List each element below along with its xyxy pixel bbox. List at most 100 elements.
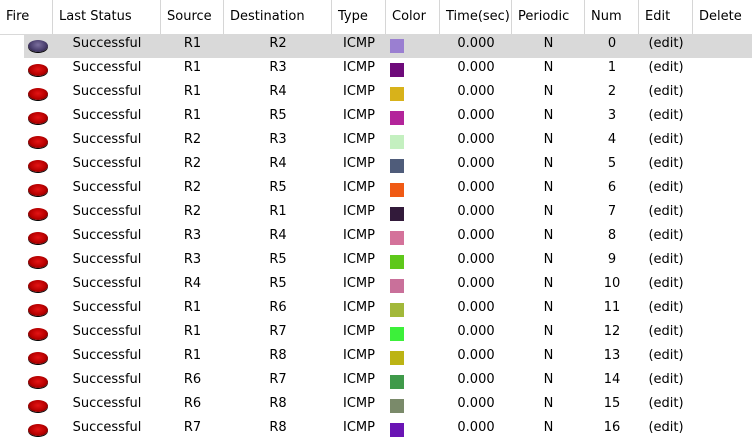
fire-button-icon[interactable] [28, 40, 48, 52]
cell-time: 0.000 [457, 420, 495, 435]
fire-button-icon[interactable] [28, 88, 48, 100]
cell-edit-link[interactable]: (edit) [648, 204, 684, 219]
fire-button-icon[interactable] [28, 280, 48, 292]
cell-delete[interactable] [693, 106, 752, 130]
cell-edit-link[interactable]: (edit) [648, 420, 684, 435]
cell-source: R2 [183, 204, 202, 219]
cell-edit-link[interactable]: (edit) [648, 36, 684, 51]
cell-delete[interactable] [693, 34, 752, 58]
cell-edit-link[interactable]: (edit) [648, 84, 684, 99]
column-header-type[interactable]: Type [332, 0, 386, 34]
cell-delete[interactable] [693, 346, 752, 370]
cell-edit-link[interactable]: (edit) [648, 300, 684, 315]
cell-periodic: N [543, 204, 554, 219]
cell-last-status: Successful [72, 300, 142, 315]
column-header-edit[interactable]: Edit [639, 0, 693, 34]
cell-edit-link[interactable]: (edit) [648, 156, 684, 171]
cell-source: R2 [183, 156, 202, 171]
cell-delete[interactable] [693, 274, 752, 298]
cell-delete[interactable] [693, 250, 752, 274]
column-header-source[interactable]: Source [161, 0, 224, 34]
cell-delete[interactable] [693, 82, 752, 106]
table-row[interactable]: Successful R2 R3 ICMP 0.000 N 4 (edit) [0, 130, 752, 154]
fire-button-icon[interactable] [28, 160, 48, 172]
table-row[interactable]: Successful R6 R8 ICMP 0.000 N 15 (edit) [0, 394, 752, 418]
cell-num: 4 [607, 132, 617, 147]
fire-button-icon[interactable] [28, 424, 48, 436]
fire-button-icon[interactable] [28, 376, 48, 388]
cell-edit-link[interactable]: (edit) [648, 108, 684, 123]
cell-source: R1 [183, 36, 202, 51]
fire-button-icon[interactable] [28, 64, 48, 76]
table-row[interactable]: Successful R1 R4 ICMP 0.000 N 2 (edit) [0, 82, 752, 106]
cell-edit-link[interactable]: (edit) [648, 60, 684, 75]
fire-button-icon[interactable] [28, 400, 48, 412]
cell-delete[interactable] [693, 370, 752, 394]
column-header-periodic[interactable]: Periodic [512, 0, 585, 34]
table-row[interactable]: Successful R2 R4 ICMP 0.000 N 5 (edit) [0, 154, 752, 178]
table-row[interactable]: Successful R3 R5 ICMP 0.000 N 9 (edit) [0, 250, 752, 274]
table-row[interactable]: Successful R1 R8 ICMP 0.000 N 13 (edit) [0, 346, 752, 370]
cell-last-status: Successful [72, 324, 142, 339]
cell-delete[interactable] [693, 202, 752, 226]
cell-delete[interactable] [693, 178, 752, 202]
fire-button-icon[interactable] [28, 232, 48, 244]
table-row[interactable]: Successful R4 R5 ICMP 0.000 N 10 (edit) [0, 274, 752, 298]
table-row[interactable]: Successful R1 R6 ICMP 0.000 N 11 (edit) [0, 298, 752, 322]
column-header-num[interactable]: Num [585, 0, 639, 34]
table-row[interactable]: Successful R1 R7 ICMP 0.000 N 12 (edit) [0, 322, 752, 346]
cell-delete[interactable] [693, 322, 752, 346]
cell-destination: R3 [269, 132, 287, 147]
table-row[interactable]: Successful R1 R3 ICMP 0.000 N 1 (edit) [0, 58, 752, 82]
fire-button-icon[interactable] [28, 352, 48, 364]
column-header-fire[interactable]: Fire [0, 0, 53, 34]
column-header-time[interactable]: Time(sec) [440, 0, 512, 34]
cell-edit-link[interactable]: (edit) [648, 252, 684, 267]
cell-edit-link[interactable]: (edit) [648, 396, 684, 411]
cell-periodic: N [543, 396, 554, 411]
cell-delete[interactable] [693, 130, 752, 154]
fire-button-icon[interactable] [28, 112, 48, 124]
table-row[interactable]: Successful R6 R7 ICMP 0.000 N 14 (edit) [0, 370, 752, 394]
cell-last-status: Successful [72, 108, 142, 123]
cell-delete[interactable] [693, 154, 752, 178]
fire-button-icon[interactable] [28, 208, 48, 220]
cell-periodic: N [543, 84, 554, 99]
fire-button-icon[interactable] [28, 136, 48, 148]
cell-delete[interactable] [693, 394, 752, 418]
cell-edit-link[interactable]: (edit) [648, 348, 684, 363]
column-header-last-status[interactable]: Last Status [53, 0, 161, 34]
cell-last-status: Successful [72, 180, 142, 195]
fire-button-icon[interactable] [28, 184, 48, 196]
column-header-destination[interactable]: Destination [224, 0, 332, 34]
cell-num: 10 [603, 276, 621, 291]
fire-button-icon[interactable] [28, 328, 48, 340]
cell-destination: R8 [269, 396, 287, 411]
cell-edit-link[interactable]: (edit) [648, 132, 684, 147]
fire-button-icon[interactable] [28, 304, 48, 316]
cell-edit-link[interactable]: (edit) [648, 324, 684, 339]
cell-num: 2 [607, 84, 617, 99]
cell-delete[interactable] [693, 298, 752, 322]
cell-destination: R3 [269, 60, 287, 75]
table-row[interactable]: Successful R2 R1 ICMP 0.000 N 7 (edit) [0, 202, 752, 226]
cell-edit-link[interactable]: (edit) [648, 180, 684, 195]
cell-edit-link[interactable]: (edit) [648, 228, 684, 243]
table-row[interactable]: Successful R1 R5 ICMP 0.000 N 3 (edit) [0, 106, 752, 130]
cell-time: 0.000 [457, 252, 495, 267]
fire-button-icon[interactable] [28, 256, 48, 268]
cell-delete[interactable] [693, 58, 752, 82]
table-row[interactable]: Successful R3 R4 ICMP 0.000 N 8 (edit) [0, 226, 752, 250]
cell-type: ICMP [343, 324, 375, 339]
cell-delete[interactable] [693, 418, 752, 442]
cell-periodic: N [543, 60, 554, 75]
cell-edit-link[interactable]: (edit) [648, 276, 684, 291]
cell-delete[interactable] [693, 226, 752, 250]
table-row[interactable]: Successful R7 R8 ICMP 0.000 N 16 (edit) [0, 418, 752, 442]
column-header-delete[interactable]: Delete [699, 9, 742, 24]
table-row[interactable]: Successful R2 R5 ICMP 0.000 N 6 (edit) [0, 178, 752, 202]
cell-type: ICMP [343, 132, 375, 147]
column-header-color[interactable]: Color [386, 0, 440, 34]
cell-edit-link[interactable]: (edit) [648, 372, 684, 387]
table-row[interactable]: Successful R1 R2 ICMP 0.000 N 0 (edit) [0, 34, 752, 58]
